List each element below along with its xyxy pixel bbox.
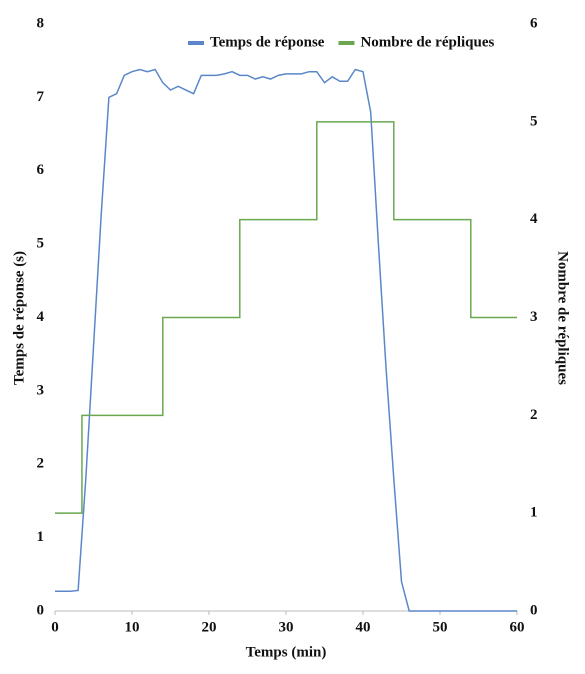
legend-label: Nombre de répliques xyxy=(360,34,494,50)
x-tick-label: 30 xyxy=(279,619,294,635)
x-tick-label: 20 xyxy=(202,619,217,635)
y2-tick-label: 6 xyxy=(530,15,538,31)
y-axis-label: Temps de réponse (s) xyxy=(11,251,27,385)
y2-tick-label: 2 xyxy=(530,407,538,423)
x-tick-label: 10 xyxy=(125,619,140,635)
x-tick-label: 60 xyxy=(510,619,525,635)
y-tick-label: 6 xyxy=(37,162,45,178)
y2-tick-label: 4 xyxy=(530,211,538,227)
x-axis-label: Temps (min) xyxy=(246,644,327,660)
y-tick-label: 2 xyxy=(37,456,45,472)
y-tick-label: 0 xyxy=(37,602,45,618)
y-tick-label: 4 xyxy=(37,309,45,325)
legend-label: Temps de réponse xyxy=(210,34,325,50)
y-tick-label: 5 xyxy=(37,236,45,252)
y2-tick-label: 0 xyxy=(530,602,538,618)
x-tick-label: 0 xyxy=(51,619,59,635)
y2-axis-label: Nombre de répliques xyxy=(555,251,571,385)
y-tick-label: 1 xyxy=(37,529,45,545)
y2-tick-label: 1 xyxy=(530,505,538,521)
series-line xyxy=(55,68,517,612)
series-line xyxy=(55,121,517,514)
y-tick-label: 7 xyxy=(37,89,45,105)
y-tick-label: 8 xyxy=(37,15,45,31)
y2-tick-label: 5 xyxy=(530,113,538,129)
x-tick-label: 40 xyxy=(356,619,371,635)
x-tick-label: 50 xyxy=(433,619,448,635)
y2-tick-label: 3 xyxy=(530,309,538,325)
y-tick-label: 3 xyxy=(37,382,45,398)
